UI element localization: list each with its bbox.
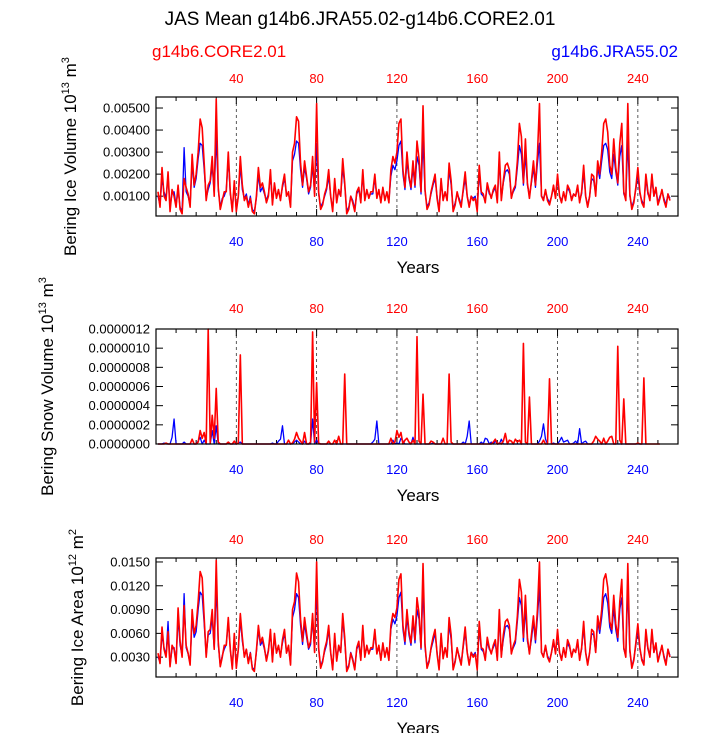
ice-area-top-tick-label-5: 240 <box>627 532 649 547</box>
snow-volume-top-tick-label-3: 160 <box>466 301 488 316</box>
snow-volume-panel: 0.0000000 0.0000002 0.0000004 0.0000006 0.00… <box>37 277 679 505</box>
ice-volume-top-tick-label-0: 40 <box>229 71 243 86</box>
snow-volume-ylabel-base: Bering Snow Volume 10 <box>38 314 57 495</box>
ice-area-ytick-label-3: 0.0120 <box>110 578 150 593</box>
ice-area-bottom-tick-label-2: 120 <box>386 695 408 710</box>
snow-volume-ytick-label-5: 0.0000010 <box>89 341 150 356</box>
ice-area-xlabel: Years <box>397 719 440 733</box>
ice-volume-ytick-label-1: 0.00200 <box>103 167 150 182</box>
snow-volume-bottom-tick-label-2: 120 <box>386 462 408 477</box>
ice-area-series-core <box>157 559 671 673</box>
ice-area-ylabel-exp: 12 <box>67 554 79 566</box>
ice-area-top-tick-label-3: 160 <box>466 532 488 547</box>
snow-volume-bottom-tick-label-3: 160 <box>466 462 488 477</box>
snow-volume-ylabel-unit-exp: 3 <box>37 277 49 283</box>
legend-core: g14b6.CORE2.01 <box>152 42 286 61</box>
ice-area-ylabel-unit-exp: 2 <box>67 529 79 535</box>
ice-volume-xlabel: Years <box>397 258 440 277</box>
ice-volume-ylabel: Bering Ice Volume 1013 m3 <box>60 57 80 256</box>
snow-volume-frame <box>155 328 679 445</box>
ice-area-bottom-tick-label-4: 200 <box>547 695 569 710</box>
snow-volume-ytick-label-2: 0.0000004 <box>89 398 150 413</box>
ice-volume-top-tick-label-2: 120 <box>386 71 408 86</box>
ice-area-frame <box>155 557 679 678</box>
ice-volume-top-tick-label-5: 240 <box>627 71 649 86</box>
ice-volume-bottom-tick-label-0: 40 <box>229 234 243 249</box>
ice-area-bottom-tick-label-1: 80 <box>309 695 323 710</box>
snow-volume-top-tick-label-5: 240 <box>627 301 649 316</box>
legend-jra: g14b6.JRA55.02 <box>551 42 678 61</box>
ice-volume-ytick-label-4: 0.00500 <box>103 101 150 116</box>
snow-volume-bottom-tick-label-1: 80 <box>309 462 323 477</box>
ice-area-ylabel-unit: m <box>68 535 87 554</box>
ice-volume-top-tick-label-3: 160 <box>466 71 488 86</box>
ice-volume-ytick-label-0: 0.00100 <box>103 189 150 204</box>
snow-volume-ytick-label-0: 0.0000000 <box>89 437 150 452</box>
ice-area-top-tick-label-1: 80 <box>309 532 323 547</box>
panels: 0.00100 0.00200 0.00300 0.00400 0.00500 40 80 1… <box>37 57 679 733</box>
chart-title: JAS Mean g14b6.JRA55.02-g14b6.CORE2.01 <box>165 9 556 30</box>
ice-area-ytick-label-1: 0.0060 <box>110 626 150 641</box>
ice-volume-ylabel-exp: 13 <box>60 82 72 94</box>
ice-volume-bottom-tick-label-3: 160 <box>466 234 488 249</box>
snow-volume-ytick-label-1: 0.0000002 <box>89 417 150 432</box>
snow-volume-xlabel: Years <box>397 486 440 505</box>
ice-volume-ytick-label-2: 0.00300 <box>103 145 150 160</box>
ice-area-ylabel: Bering Ice Area 1012 m2 <box>67 529 87 706</box>
snow-volume-ylabel: Bering Snow Volume 1013 m3 <box>37 277 57 496</box>
snow-volume-top-tick-label-2: 120 <box>386 301 408 316</box>
snow-volume-bottom-tick-label-5: 240 <box>627 462 649 477</box>
snow-volume-ytick-label-6: 0.0000012 <box>89 322 150 337</box>
snow-volume-ytick-label-3: 0.0000006 <box>89 379 150 394</box>
snow-volume-series-core <box>158 328 660 445</box>
ice-area-ytick-label-0: 0.0030 <box>110 650 150 665</box>
ice-area-bottom-tick-label-5: 240 <box>627 695 649 710</box>
ice-volume-top-tick-label-1: 80 <box>309 71 323 86</box>
ice-volume-bottom-tick-label-4: 200 <box>547 234 569 249</box>
snow-volume-ylabel-unit: m <box>38 283 57 302</box>
ice-area-top-tick-label-0: 40 <box>229 532 243 547</box>
ice-volume-bottom-tick-label-1: 80 <box>309 234 323 249</box>
ice-volume-bottom-tick-label-2: 120 <box>386 234 408 249</box>
ice-volume-bottom-tick-label-5: 240 <box>627 234 649 249</box>
ice-volume-ylabel-unit: m <box>61 63 80 82</box>
snow-volume-top-tick-label-1: 80 <box>309 301 323 316</box>
snow-volume-ylabel-exp: 13 <box>37 302 49 314</box>
ice-volume-ytick-label-3: 0.00400 <box>103 123 150 138</box>
ice-volume-ylabel-base: Bering Ice Volume 10 <box>61 94 80 256</box>
ice-area-ytick-label-4: 0.0150 <box>110 554 150 569</box>
ice-area-top-tick-label-2: 120 <box>386 532 408 547</box>
snow-volume-top-tick-label-0: 40 <box>229 301 243 316</box>
ice-area-ytick-label-2: 0.0090 <box>110 602 150 617</box>
snow-volume-ytick-label-4: 0.0000008 <box>89 360 150 375</box>
ice-area-bottom-tick-label-0: 40 <box>229 695 243 710</box>
ice-volume-top-tick-label-4: 200 <box>547 71 569 86</box>
ice-area-panel: 0.0030 0.0060 0.0090 0.0120 0.0150 40 80 120 160… <box>67 529 679 733</box>
ice-volume-panel: 0.00100 0.00200 0.00300 0.00400 0.00500 40 80 1… <box>60 57 679 277</box>
ice-volume-frame <box>155 96 679 217</box>
snow-volume-top-tick-label-4: 200 <box>547 301 569 316</box>
ice-area-top-tick-label-4: 200 <box>547 532 569 547</box>
snow-volume-bottom-tick-label-4: 200 <box>547 462 569 477</box>
snow-volume-bottom-tick-label-0: 40 <box>229 462 243 477</box>
ice-volume-series-core <box>157 98 671 215</box>
ice-volume-ylabel-unit-exp: 3 <box>60 57 72 63</box>
ice-area-bottom-tick-label-3: 160 <box>466 695 488 710</box>
ice-area-ylabel-base: Bering Ice Area 10 <box>68 566 87 706</box>
